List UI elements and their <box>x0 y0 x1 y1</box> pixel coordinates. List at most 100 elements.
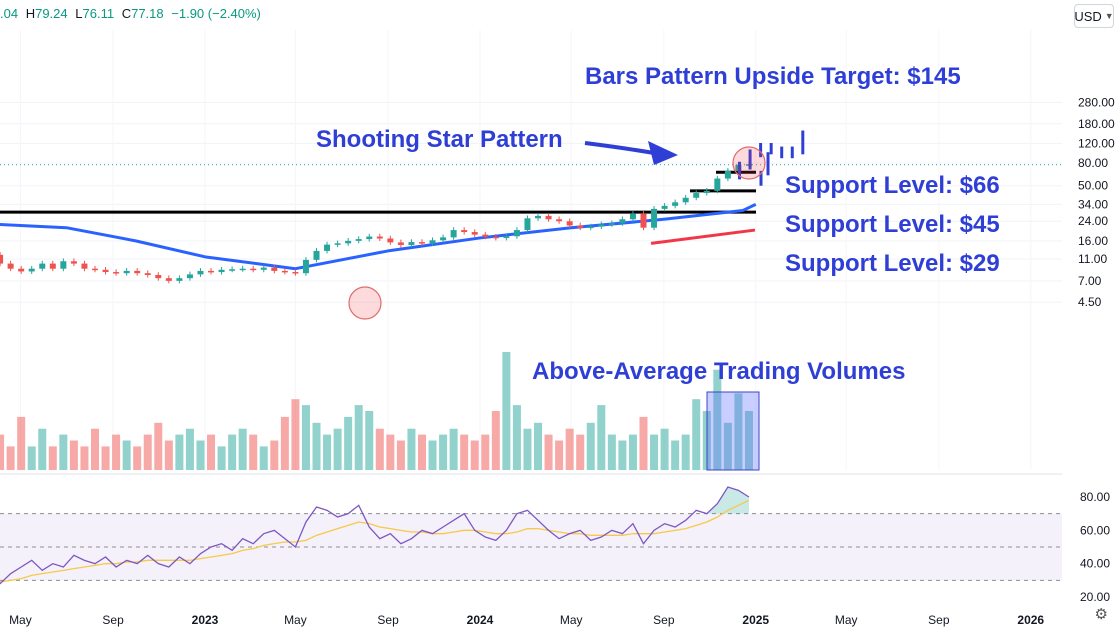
low-value: 76.11 <box>82 6 115 21</box>
volume-bar <box>196 440 205 470</box>
volume-bar <box>460 434 469 470</box>
candle-body <box>408 242 415 245</box>
volume-bar <box>713 369 722 470</box>
candle-body <box>387 238 394 243</box>
volume-bar <box>38 428 47 470</box>
time-tick-label: Sep <box>377 613 399 627</box>
volume-bar <box>417 434 426 470</box>
price-tick-label: 16.00 <box>1078 234 1108 248</box>
volume-bar <box>91 428 99 470</box>
moving-average-50 <box>0 203 757 271</box>
time-tick-label: May <box>284 613 307 627</box>
high-value: 79.24 <box>35 6 68 21</box>
volume-bar <box>512 405 521 470</box>
support-29-label: Support Level: $29 <box>785 250 1000 277</box>
candle-body <box>292 272 299 274</box>
ohlc-readout: .04 H79.24 L76.11 C77.18 −1.90 (−2.40%) <box>0 6 265 21</box>
volume-bar <box>312 422 321 470</box>
candle-body <box>155 275 162 279</box>
candle-body <box>70 261 77 264</box>
price-tick-label: 280.00 <box>1078 95 1115 109</box>
candle-body <box>345 240 352 244</box>
volume-bar <box>565 428 574 470</box>
candle-body <box>39 263 46 269</box>
currency-label: USD <box>1074 8 1102 24</box>
candle-body <box>218 269 225 273</box>
volume-bar <box>280 416 289 470</box>
volume-bar <box>544 434 553 470</box>
volume-bar <box>470 440 479 470</box>
volume-bar <box>597 405 606 470</box>
close-value: 77.18 <box>131 6 164 21</box>
candle-body <box>545 215 552 220</box>
candle-body <box>503 236 510 238</box>
volume-bar <box>112 434 121 470</box>
candle-body <box>102 269 109 273</box>
volume-bar <box>628 434 637 470</box>
candle-body <box>134 270 141 274</box>
price-tick-label: 4.50 <box>1078 295 1102 309</box>
volume-bar <box>27 446 36 470</box>
time-tick-label: May <box>9 613 32 627</box>
shooting-star-label: Shooting Star Pattern <box>316 126 563 153</box>
volume-bar <box>744 411 753 470</box>
volume-bar <box>291 399 300 470</box>
price-tick-label: 80.00 <box>1078 156 1108 170</box>
time-tick-label: Sep <box>928 613 950 627</box>
chevron-down-icon: ▼ <box>1104 11 1114 21</box>
candle-body <box>714 178 721 191</box>
volume-bar <box>660 428 669 470</box>
volume-bar <box>333 428 342 470</box>
volume-bar <box>0 434 5 470</box>
volume-bar <box>723 422 732 470</box>
candle-body <box>471 232 478 235</box>
rsi-overbought-fill <box>706 486 749 514</box>
support-45-label: Support Level: $45 <box>785 211 1000 238</box>
candle-body <box>418 242 425 244</box>
close-label: C <box>121 6 132 21</box>
volume-bar <box>449 428 458 470</box>
candle-body <box>165 278 172 281</box>
candle-body <box>587 226 594 229</box>
volume-bar <box>133 446 142 470</box>
price-tick-label: 34.00 <box>1078 197 1108 211</box>
volume-bar <box>69 440 78 470</box>
volume-bar <box>365 411 374 470</box>
volume-highlight-box <box>706 391 760 471</box>
candle-body <box>113 272 120 274</box>
volume-bar <box>143 434 152 470</box>
volume-bar <box>59 434 68 470</box>
candle-body <box>440 237 447 241</box>
rsi-tick-label: 40.00 <box>1080 557 1110 571</box>
candle-body <box>598 224 605 227</box>
candle-body <box>176 278 183 281</box>
currency-button[interactable]: USD ▼ <box>1074 4 1114 28</box>
volume-bar <box>17 416 26 470</box>
price-tick-label: 120.00 <box>1078 136 1115 150</box>
shooting-star-arrow <box>584 141 661 156</box>
time-tick-label: 2026 <box>1017 613 1044 627</box>
candle-body <box>524 218 531 231</box>
candle-body <box>28 268 35 272</box>
volume-bar <box>207 434 216 470</box>
volume-bar <box>80 446 89 470</box>
candle-body <box>334 243 341 245</box>
candle-body <box>629 213 636 220</box>
rsi-line <box>0 486 750 585</box>
volume-bar <box>154 422 163 470</box>
candle-body <box>661 205 668 209</box>
volume-bar <box>375 428 384 470</box>
volume-bar <box>101 446 110 470</box>
candle-body <box>366 236 373 240</box>
volume-bar <box>555 440 564 470</box>
candle-body <box>429 240 436 244</box>
volume-bar <box>323 434 332 470</box>
gear-icon[interactable]: ⚙ <box>1094 606 1108 623</box>
candle-body <box>313 250 320 260</box>
candle-body <box>49 263 56 269</box>
candle-body <box>186 274 193 279</box>
time-tick-label: 2025 <box>742 613 769 627</box>
time-tick-label: Sep <box>653 613 675 627</box>
volume-bar <box>238 428 247 470</box>
